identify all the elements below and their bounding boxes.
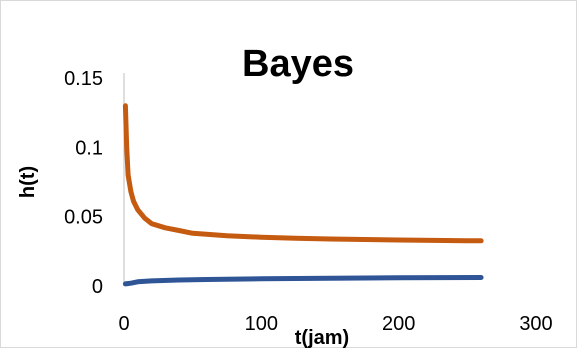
series-lines xyxy=(122,103,484,287)
y-tick-label: 0 xyxy=(92,276,103,298)
y-tick-label: 0.15 xyxy=(64,68,103,90)
x-axis-label: t(jam) xyxy=(295,327,349,349)
series-line-2 xyxy=(122,275,484,287)
x-tick-label: 200 xyxy=(382,313,415,335)
x-tick-labels: 0 100 200 300 xyxy=(118,313,552,335)
y-tick-label: 0.05 xyxy=(64,207,103,229)
series-line-1 xyxy=(122,103,484,244)
y-tick-label: 0.1 xyxy=(75,137,103,159)
y-axis-label: h(t) xyxy=(17,166,39,198)
x-tick-label: 100 xyxy=(245,313,278,335)
y-tick-labels: 0 0.05 0.1 0.15 xyxy=(64,68,103,298)
x-tick-label: 300 xyxy=(519,313,552,335)
chart-title: Bayes xyxy=(242,43,354,85)
x-tick-label: 0 xyxy=(118,313,129,335)
